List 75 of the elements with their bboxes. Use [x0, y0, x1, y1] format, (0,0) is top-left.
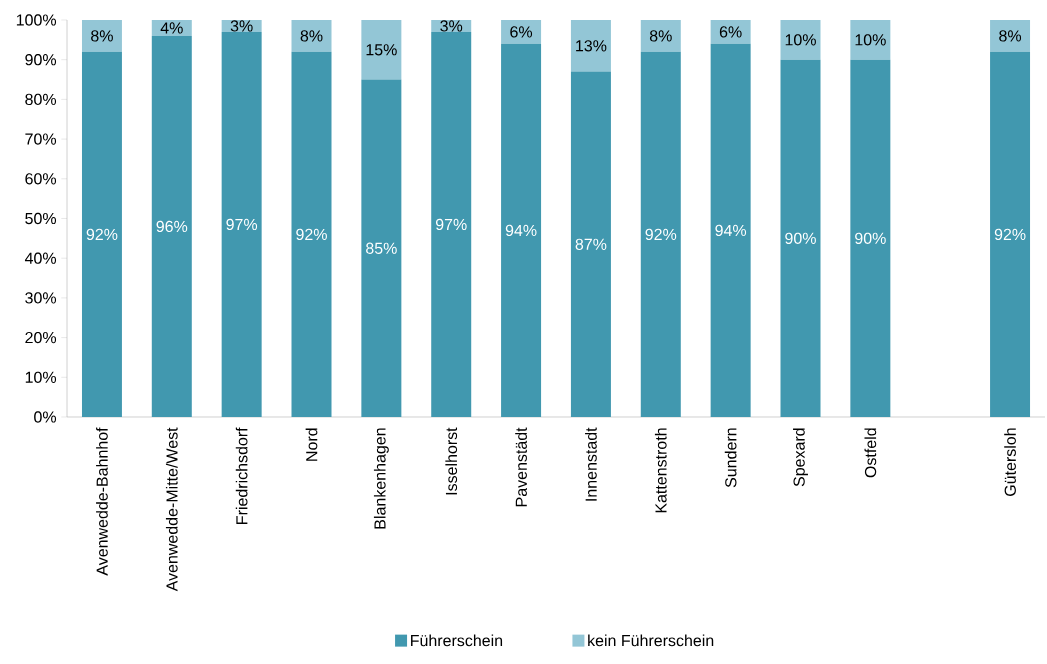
data-label: 92% — [86, 228, 118, 241]
bar — [570, 20, 611, 72]
y-tick-label: 10% — [25, 371, 57, 383]
data-label: 92% — [645, 228, 677, 241]
data-label: 90% — [855, 232, 886, 244]
x-tick-label: Avenwedde-Bahnhof — [96, 427, 108, 576]
data-label: 85% — [366, 242, 397, 254]
bar — [361, 20, 402, 80]
bar — [431, 31, 472, 417]
y-tick-label: 60% — [25, 173, 57, 185]
data-label: 96% — [156, 220, 188, 233]
x-tick-label: Innenstadt — [585, 427, 597, 501]
bar — [291, 20, 332, 52]
y-tick-label: 100% — [16, 14, 57, 26]
data-label: 10% — [785, 34, 816, 46]
legend-label: kein Führerschein — [588, 634, 714, 647]
y-tick-label: 80% — [25, 93, 57, 106]
x-tick-label: Isselhorst — [445, 427, 458, 495]
bar — [780, 20, 821, 60]
bar — [710, 20, 751, 44]
bar — [81, 20, 122, 52]
y-tick-label: 20% — [25, 331, 57, 344]
data-label: 4% — [160, 22, 183, 34]
y-tick-label: 40% — [24, 252, 57, 264]
x-tick-label: Avenwedde-Mitte/West — [165, 427, 178, 592]
bar — [151, 35, 192, 417]
x-tick-label: Pavenstädt — [515, 427, 527, 507]
bar — [850, 59, 891, 417]
bar — [81, 51, 122, 417]
bar — [990, 20, 1031, 52]
data-label: 8% — [300, 30, 323, 42]
data-label: 97% — [226, 218, 258, 231]
data-label: 87% — [575, 238, 607, 250]
x-tick-label: Kattenstroth — [654, 428, 667, 513]
bar — [361, 79, 402, 417]
bar — [501, 20, 542, 44]
x-tick-label: Friedrichsdorf — [235, 427, 248, 524]
data-label: 92% — [994, 228, 1026, 241]
y-tick-label: 0% — [34, 411, 57, 423]
x-tick-label: Spexard — [793, 428, 808, 487]
bar — [640, 20, 681, 52]
data-label: 13% — [576, 40, 607, 52]
y-tick-label: 90% — [25, 54, 57, 66]
data-label: 97% — [435, 218, 467, 231]
bar — [780, 59, 821, 417]
bar — [221, 31, 262, 417]
bar — [640, 51, 681, 417]
x-tick-label: Ostfeld — [864, 428, 877, 478]
bar — [570, 71, 611, 417]
bar — [501, 43, 542, 417]
data-label: 8% — [649, 30, 672, 42]
bar — [291, 51, 332, 417]
y-tick-label: 30% — [25, 292, 57, 304]
data-label: 94% — [505, 224, 537, 237]
data-label: 8% — [91, 30, 113, 42]
data-label: 94% — [715, 224, 747, 237]
data-label: 90% — [785, 232, 816, 244]
data-label: 92% — [296, 228, 327, 241]
x-tick-label: Gütersloh — [1004, 428, 1016, 496]
data-label: 6% — [719, 26, 742, 38]
y-tick-label: 70% — [25, 133, 57, 145]
legend-label: Führerschein — [411, 634, 503, 647]
data-label: 10% — [855, 34, 886, 46]
data-label: 15% — [366, 44, 397, 56]
y-tick-label: 50% — [25, 212, 57, 225]
x-tick-label: Sundern — [724, 428, 737, 488]
x-tick-label: Nord — [305, 428, 318, 461]
data-label: 3% — [440, 20, 463, 32]
data-label: 3% — [230, 20, 253, 32]
data-label: 8% — [999, 30, 1022, 42]
bar — [710, 43, 751, 417]
data-label: 6% — [510, 26, 533, 38]
x-tick-label: Blankenhagen — [373, 428, 389, 529]
bar — [990, 51, 1031, 417]
bar — [850, 20, 891, 60]
